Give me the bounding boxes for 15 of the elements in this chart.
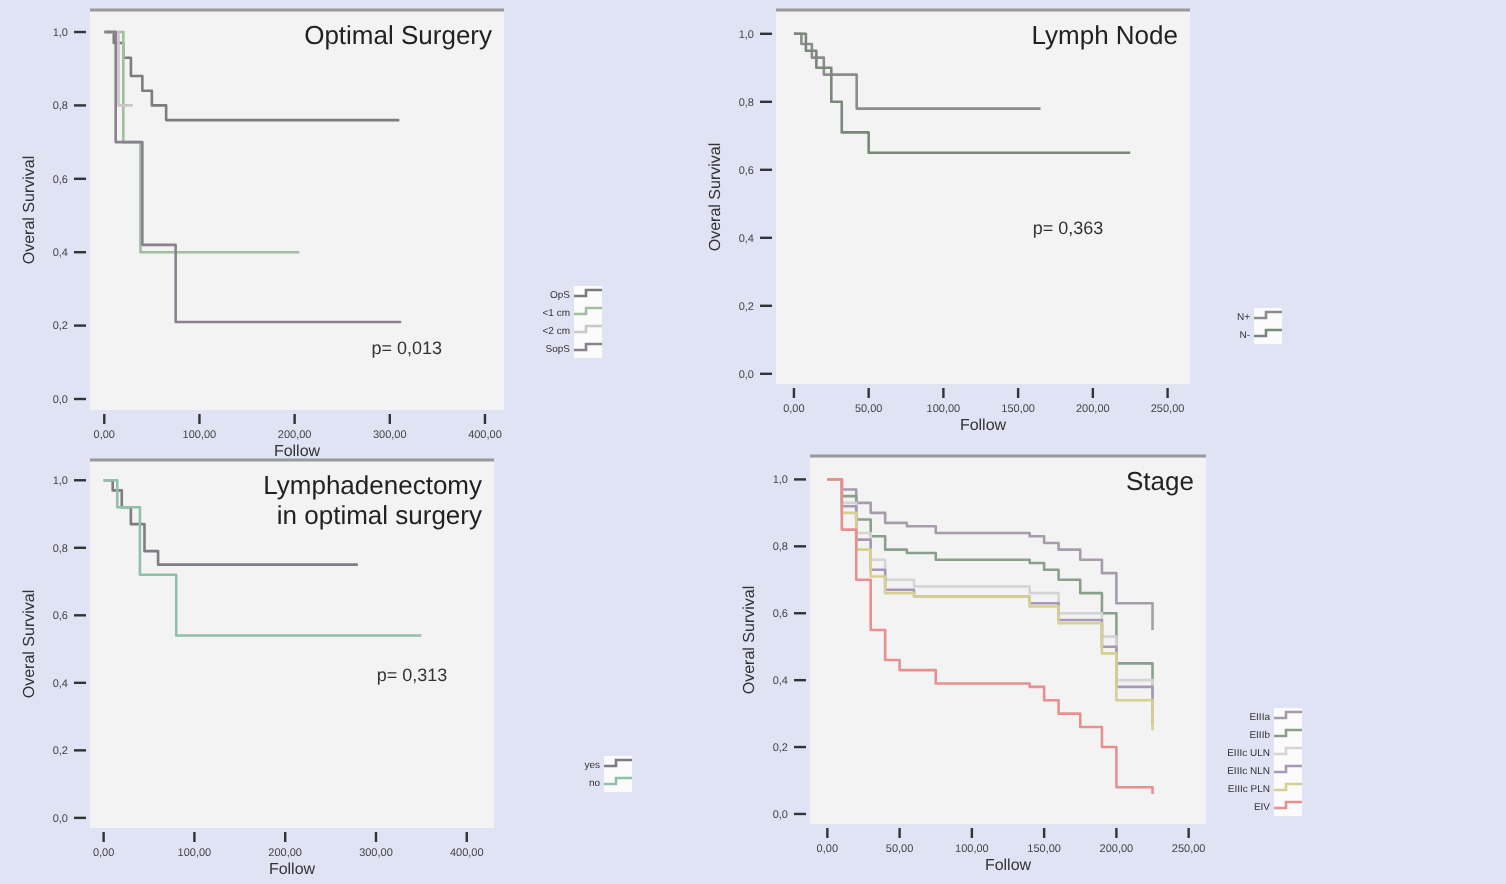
- chart-title: Stage: [1126, 466, 1194, 496]
- annotation: p= 0,013: [371, 338, 443, 358]
- y-axis-title: Overal Survival: [740, 585, 758, 695]
- annotation: p= 0,363: [1032, 218, 1104, 239]
- annotation: p= 0,313: [376, 664, 448, 685]
- chart-title: Lymph Node: [1031, 20, 1178, 50]
- y-axis-title: Overal Survival: [20, 155, 38, 265]
- x-axis-title: Follow: [984, 856, 1032, 874]
- x-axis-title: Follow: [959, 416, 1007, 434]
- x-axis-title: Follow: [268, 860, 316, 878]
- x-axis-title: Follow: [273, 442, 321, 460]
- chart-title: Optimal Surgery: [304, 20, 493, 50]
- text: Lymphadenectomy in optimal surgery: [263, 470, 483, 530]
- y-axis-title: Overal Survival: [20, 589, 38, 699]
- y-axis-title: Overal Survival: [706, 142, 724, 252]
